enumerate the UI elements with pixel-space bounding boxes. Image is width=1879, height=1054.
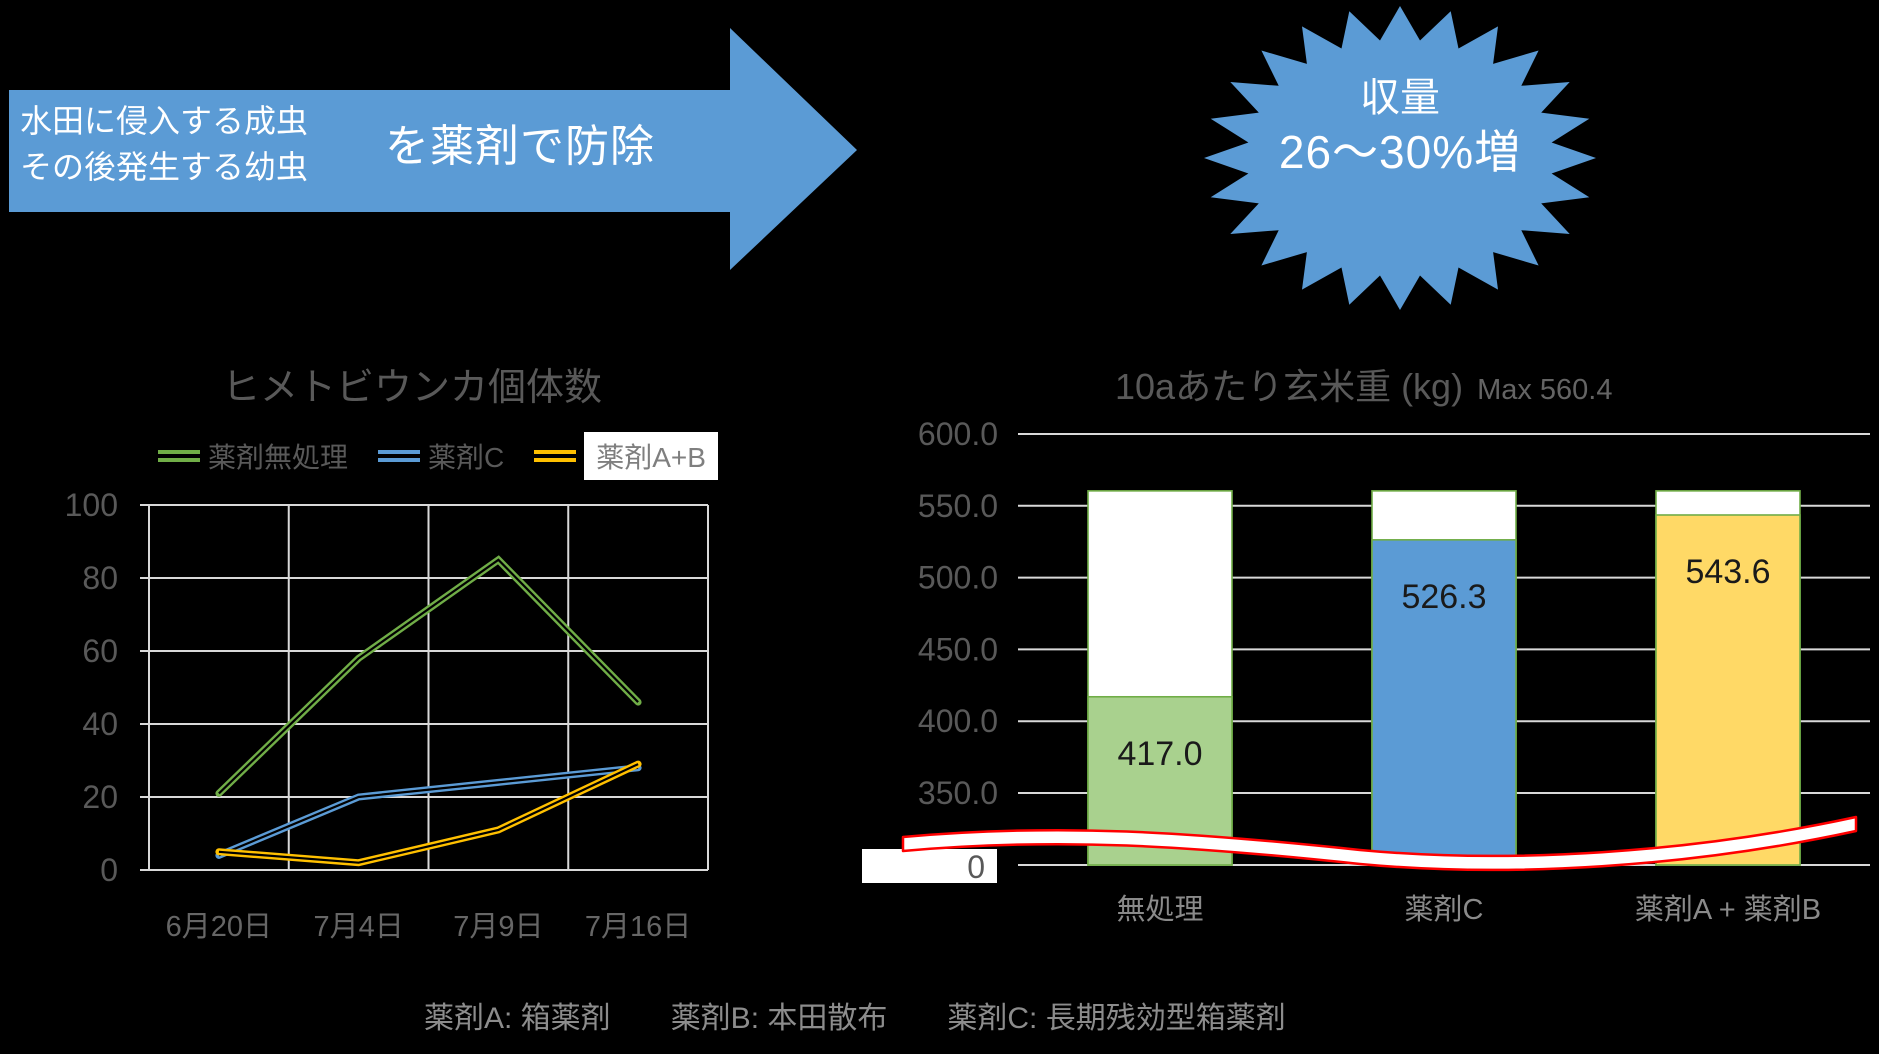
legend-label: 薬剤無処理: [208, 442, 349, 473]
right-chart-xtick-label: 薬剤C: [1405, 893, 1484, 926]
burst-line2: 26〜30%増: [1278, 126, 1522, 178]
left-chart-ytick-label: 40: [82, 706, 118, 742]
left-chart-xtick-label: 6月20日: [166, 911, 272, 943]
left-chart-ytick-label: 20: [82, 779, 118, 815]
caption-item: 薬剤A: 箱薬剤: [424, 1002, 611, 1035]
right-chart-xtick-label: 無処理: [1116, 893, 1203, 926]
bar-薬剤C: [1371, 539, 1517, 866]
right-chart-ytick-label: 500.0: [918, 560, 998, 596]
left-chart-ytick-label: 0: [100, 852, 118, 888]
bar-value-label: 417.0: [1117, 735, 1202, 773]
right-chart-title-text: 10aあたり玄米重 (kg): [1115, 366, 1464, 407]
left-chart-xtick-label: 7月9日: [453, 911, 543, 943]
right-chart-title-suffix: Max 560.4: [1477, 374, 1613, 406]
right-chart-ytick-label: 550.0: [918, 488, 998, 524]
legend-swatch: [158, 450, 200, 462]
bar-value-label: 543.6: [1685, 553, 1770, 591]
burst-text-block: 収量 26〜30%増: [1200, 72, 1600, 180]
arrow-shape: [9, 28, 857, 270]
legend-label: 薬剤C: [428, 442, 505, 473]
burst-line1: 収量: [1360, 76, 1440, 120]
right-chart-ytick-label: 350.0: [918, 775, 998, 811]
legend-swatch: [534, 450, 577, 462]
legend-item-薬剤A+B: 薬剤A+B: [534, 432, 718, 480]
bar-薬剤A + 薬剤B: [1655, 514, 1801, 866]
right-chart-xtick-label: 薬剤A + 薬剤B: [1635, 893, 1821, 926]
right-chart-ytick-label: 600.0: [918, 416, 998, 452]
footnote-caption: 薬剤A: 箱薬剤 薬剤B: 本田散布 薬剤C: 長期残効型箱薬剤: [424, 993, 1286, 1037]
right-chart-ytick-label: 450.0: [918, 631, 998, 667]
starburst-shape: [1204, 6, 1596, 310]
right-chart-ytick-label: 400.0: [918, 703, 998, 739]
arrow-text-line1: 水田に侵入する成虫: [20, 103, 309, 139]
line-series-core: [218, 766, 639, 857]
axis-break-squiggle: [901, 815, 1858, 872]
zero-label-box: [862, 849, 997, 883]
legend-swatch: [378, 450, 421, 462]
legend-item-薬剤C: 薬剤C: [378, 436, 504, 476]
legend-label: 薬剤A+B: [584, 432, 718, 480]
right-chart-title: 10aあたり玄米重 (kg) Max 560.4: [1115, 358, 1613, 410]
left-chart-xtick-label: 7月16日: [585, 911, 691, 943]
left-chart-ytick-label: 100: [65, 487, 118, 523]
bar-value-label: 526.3: [1401, 578, 1486, 616]
left-chart-xtick-label: 7月4日: [313, 911, 403, 943]
zero-label: 0: [967, 849, 985, 885]
caption-item: 薬剤C: 長期残効型箱薬剤: [947, 1002, 1286, 1035]
caption-item: 薬剤B: 本田散布: [670, 1002, 888, 1035]
line-series-core: [218, 558, 639, 795]
line-series-core: [218, 763, 639, 864]
arrow-text-block: 水田に侵入する成虫 その後発生する幼虫: [20, 98, 308, 190]
arrow-text-line2: その後発生する幼虫: [20, 149, 309, 185]
left-chart-title: ヒメトビウンカ個体数: [222, 367, 603, 409]
left-chart-ytick-label: 80: [82, 560, 118, 596]
arrow-label: を薬剤で防除: [385, 122, 655, 171]
left-chart-ytick-label: 60: [82, 633, 118, 669]
legend-item-薬剤無処理: 薬剤無処理: [158, 436, 348, 476]
left-chart-legend: 薬剤無処理 薬剤C 薬剤A+B: [158, 432, 718, 480]
